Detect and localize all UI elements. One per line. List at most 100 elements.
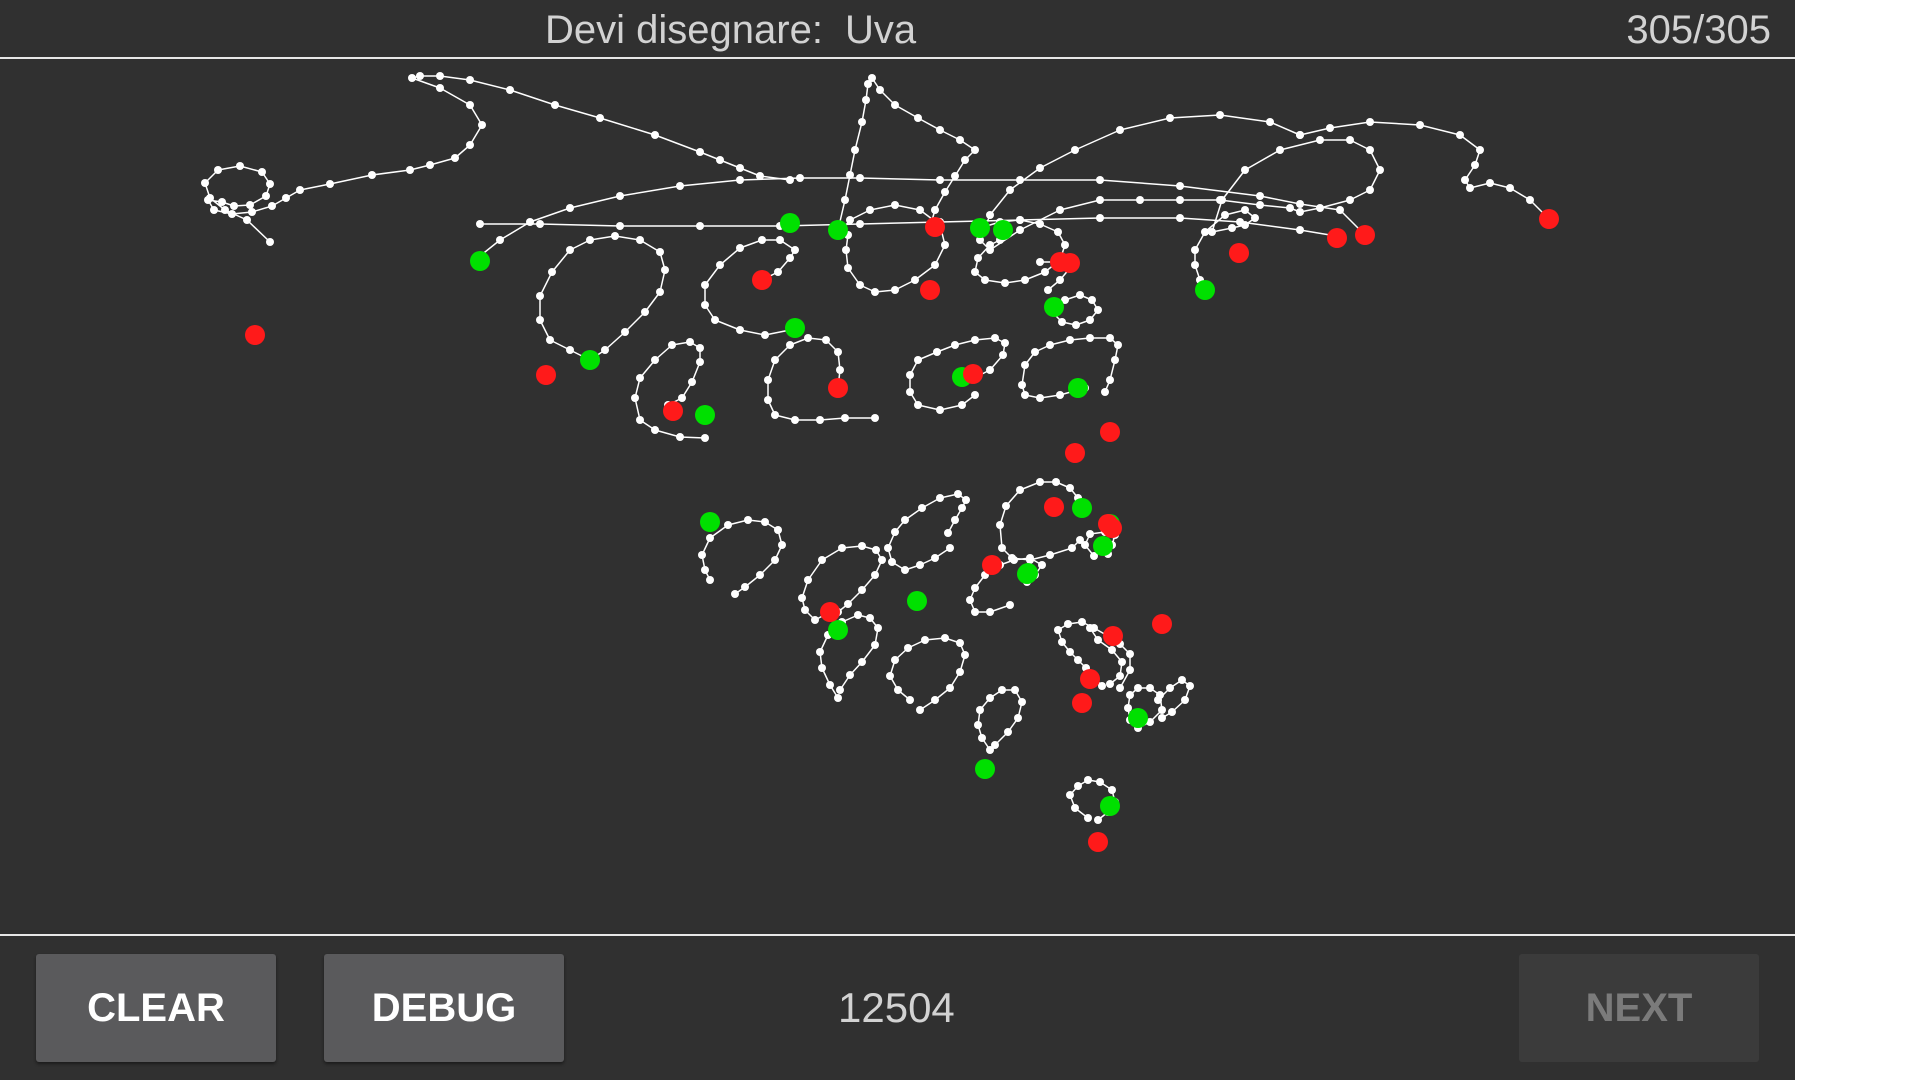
- stroke-point: [842, 246, 850, 254]
- stroke-point: [1256, 192, 1264, 200]
- stroke-point: [862, 96, 870, 104]
- header-divider: [0, 57, 1795, 59]
- stroke-point: [218, 198, 226, 206]
- stroke-point: [1006, 601, 1014, 609]
- stroke-point: [1021, 361, 1029, 369]
- stroke-point: [816, 416, 824, 424]
- stroke-point: [858, 118, 866, 126]
- stroke-end-marker: [820, 602, 840, 622]
- stroke-point: [1056, 206, 1064, 214]
- stroke-start-marker: [828, 220, 848, 240]
- stroke-point: [631, 394, 639, 402]
- next-button[interactable]: NEXT: [1519, 954, 1759, 1062]
- stroke-start-marker: [1195, 280, 1215, 300]
- stroke-point: [686, 338, 694, 346]
- stroke-line: [1299, 121, 1551, 221]
- stroke-point: [436, 84, 444, 92]
- stroke-point: [248, 208, 256, 216]
- stroke-point: [936, 406, 944, 414]
- stroke-point: [1416, 121, 1424, 129]
- stroke-point: [246, 201, 254, 209]
- stroke-point: [914, 114, 922, 122]
- stroke-point: [1036, 258, 1044, 266]
- stroke-point: [761, 518, 769, 526]
- stroke-start-marker: [993, 220, 1013, 240]
- stroke-point: [1366, 118, 1374, 126]
- stroke-end-marker: [920, 280, 940, 300]
- stroke-point: [1251, 214, 1259, 222]
- clear-button[interactable]: CLEAR: [36, 954, 276, 1062]
- stroke-point: [836, 366, 844, 374]
- stroke-point: [711, 316, 719, 324]
- stroke-point: [1101, 388, 1109, 396]
- stroke-point: [736, 164, 744, 172]
- stroke-point: [1296, 226, 1304, 234]
- stroke-point: [1052, 478, 1060, 486]
- stroke-point: [696, 148, 704, 156]
- stroke-point: [1201, 228, 1209, 236]
- stroke-end-marker: [1080, 669, 1100, 689]
- stroke-point: [966, 596, 974, 604]
- stroke-point: [656, 288, 664, 296]
- stroke-point: [986, 746, 994, 754]
- stroke-start-marker: [470, 251, 490, 271]
- stroke-point: [1066, 484, 1074, 492]
- stroke-point: [771, 356, 779, 364]
- stroke-point: [954, 490, 962, 498]
- stroke-point: [1036, 164, 1044, 172]
- header-bar: Devi disegnare: Uva 305/305: [0, 0, 1795, 57]
- stroke-point: [914, 401, 922, 409]
- stroke-point: [986, 366, 994, 374]
- stroke-point: [1086, 334, 1094, 342]
- stroke-point: [1090, 552, 1098, 560]
- stroke-point: [698, 551, 706, 559]
- stroke-point: [641, 308, 649, 316]
- stroke-point: [868, 74, 876, 82]
- stroke-start-marker: [785, 318, 805, 338]
- stroke-end-marker: [1044, 497, 1064, 517]
- stroke-point: [921, 636, 929, 644]
- stroke-point: [1014, 714, 1022, 722]
- stroke-point: [764, 376, 772, 384]
- stroke-point: [756, 571, 764, 579]
- stroke-point: [864, 80, 872, 88]
- drawing-surface[interactable]: [0, 59, 1795, 934]
- stroke-point: [871, 414, 879, 422]
- stroke-point: [1096, 214, 1104, 222]
- stroke-point: [971, 584, 979, 592]
- stroke-point: [1076, 291, 1084, 299]
- stroke-point: [1476, 146, 1484, 154]
- debug-button[interactable]: DEBUG: [324, 954, 564, 1062]
- stroke-point: [676, 182, 684, 190]
- stroke-line: [539, 235, 666, 361]
- stroke-point: [701, 434, 709, 442]
- progress-counter: 305/305: [1626, 8, 1771, 52]
- stroke-point: [1286, 204, 1294, 212]
- stroke-point: [826, 681, 834, 689]
- stroke-point: [1086, 316, 1094, 324]
- stroke-point: [786, 341, 794, 349]
- drawing-canvas[interactable]: [0, 59, 1795, 934]
- stroke-point: [1061, 241, 1069, 249]
- stroke-start-marker: [970, 218, 990, 238]
- stroke-point: [836, 686, 844, 694]
- stroke-point: [816, 648, 824, 656]
- stroke-point: [1056, 276, 1064, 284]
- stroke-start-marker: [975, 759, 995, 779]
- stroke-point: [1086, 624, 1094, 632]
- stroke-point: [1456, 131, 1464, 139]
- stroke-point: [1071, 804, 1079, 812]
- stroke-point: [696, 358, 704, 366]
- stroke-point: [1078, 618, 1086, 626]
- stroke-point: [871, 288, 879, 296]
- stroke-point: [858, 542, 866, 550]
- stroke-point: [1126, 666, 1134, 674]
- stroke-point: [961, 156, 969, 164]
- stroke-point: [841, 414, 849, 422]
- stroke-point: [1136, 196, 1144, 204]
- stroke-point: [736, 176, 744, 184]
- stroke-point: [1471, 161, 1479, 169]
- stroke-point: [621, 328, 629, 336]
- stroke-point: [1071, 146, 1079, 154]
- stroke-point: [466, 101, 474, 109]
